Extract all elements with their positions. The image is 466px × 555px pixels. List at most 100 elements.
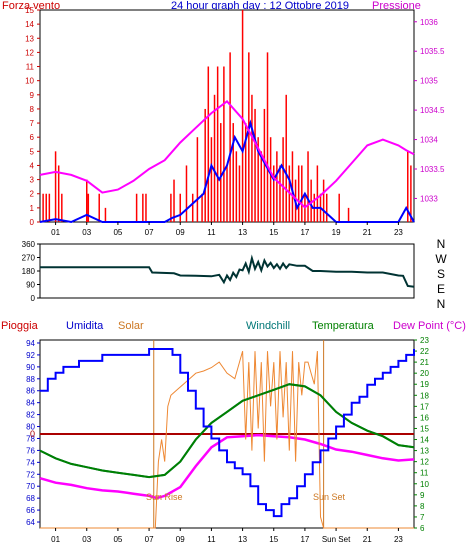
temp-tick-label: 9 <box>420 491 425 500</box>
hour-tick-label: 05 <box>113 228 122 237</box>
temperature-line <box>39 383 415 479</box>
direction-tick-label: 180 <box>22 267 36 276</box>
compass-labels: N W S E N <box>434 237 448 312</box>
hour-tick-label: 13 <box>238 228 247 237</box>
hour-tick-label-bottom: 07 <box>145 535 154 544</box>
wind-tick-label: 5 <box>30 147 35 156</box>
hour-tick-label-bottom: 03 <box>82 535 91 544</box>
temp-tick-label: 15 <box>420 424 429 433</box>
hour-tick-label-bottom: 21 <box>363 535 372 544</box>
humidity-tick-label: 86 <box>26 387 35 396</box>
humidity-tick-label: 66 <box>26 506 35 515</box>
temp-tick-label: 17 <box>420 402 429 411</box>
humidity-tick-label: 74 <box>26 458 35 467</box>
pressure-tick-label: 1033 <box>420 194 438 203</box>
hour-tick-label-bottom: 23 <box>394 535 403 544</box>
panel2-frame <box>39 243 415 299</box>
temp-tick-label: 12 <box>420 458 429 467</box>
sunset-label: Sun Set <box>313 492 346 502</box>
wind-direction-line <box>40 254 415 288</box>
humidity-tick-label: 70 <box>26 482 35 491</box>
hour-tick-label-bottom: 09 <box>176 535 185 544</box>
wind-tick-label: 4 <box>30 161 35 170</box>
legend-windchill: Windchill <box>246 320 291 332</box>
legend-solar: Solar <box>118 320 144 332</box>
pressure-label: Pressione <box>372 0 421 12</box>
hour-tick-label: 19 <box>332 228 341 237</box>
humidity-tick-label: 64 <box>26 518 35 527</box>
temp-tick-label: 13 <box>420 447 429 456</box>
temp-tick-label: 23 <box>420 336 429 345</box>
humidity-tick-label: 76 <box>26 446 35 455</box>
hour-tick-label-bottom: Sun Set <box>322 535 351 544</box>
temp-tick-label: 14 <box>420 436 429 445</box>
hour-tick-label: 03 <box>82 228 91 237</box>
humidity-tick-label: 82 <box>26 411 35 420</box>
legend-temperatura: Temperatura <box>312 320 374 332</box>
wind-tick-label: 10 <box>25 77 34 86</box>
humidity-line <box>40 348 415 518</box>
compass-n-bottom: N <box>436 297 446 311</box>
temp-tick-label: 6 <box>420 524 425 533</box>
humidity-tick-label: 72 <box>26 470 35 479</box>
wind-tick-label: 9 <box>30 91 35 100</box>
rain-zero-label: 0 <box>30 429 35 439</box>
pressure-line <box>39 99 415 209</box>
hour-tick-label: 15 <box>269 228 278 237</box>
temp-tick-label: 18 <box>420 391 429 400</box>
hour-tick-label-bottom: 13 <box>238 535 247 544</box>
humidity-tick-label: 80 <box>26 423 35 432</box>
pressure-tick-label: 1036 <box>420 18 438 27</box>
wind-tick-label: 8 <box>30 105 35 114</box>
temp-tick-label: 19 <box>420 380 429 389</box>
wind-tick-label: 14 <box>25 20 34 29</box>
temp-tick-label: 7 <box>420 513 425 522</box>
hour-tick-label: 23 <box>394 228 403 237</box>
hour-tick-label: 07 <box>145 228 154 237</box>
compass-s: S <box>436 267 445 281</box>
hour-tick-label: 09 <box>176 228 185 237</box>
pressure-tick-label: 1035.5 <box>420 47 445 56</box>
compass-w: W <box>435 252 447 266</box>
wind-tick-label: 0 <box>30 218 35 227</box>
hour-tick-label-bottom: 01 <box>51 535 60 544</box>
legend-umidita: Umidita <box>66 320 104 332</box>
temp-tick-label: 20 <box>420 369 429 378</box>
legend-dewpoint: Dew Point (°C) <box>393 320 466 332</box>
wind-tick-label: 7 <box>30 119 35 128</box>
compass-e: E <box>436 282 445 296</box>
hour-tick-label-bottom: 15 <box>269 535 278 544</box>
temp-tick-label: 11 <box>420 469 429 478</box>
temp-tick-label: 8 <box>420 502 425 511</box>
pressure-tick-label: 1035 <box>420 77 438 86</box>
humidity-tick-label: 78 <box>26 434 35 443</box>
temp-tick-label: 16 <box>420 413 429 422</box>
wind-tick-label: 12 <box>25 48 34 57</box>
direction-tick-label: 270 <box>22 254 36 263</box>
temp-tick-label: 10 <box>420 480 429 489</box>
wind-tick-label: 11 <box>26 63 35 72</box>
hour-tick-label: 17 <box>300 228 309 237</box>
direction-tick-label: 360 <box>22 240 36 249</box>
compass-n-top: N <box>436 237 446 251</box>
wind-tick-label: 6 <box>30 133 35 142</box>
pressure-tick-label: 1033.5 <box>420 165 445 174</box>
hour-tick-label-bottom: 05 <box>113 535 122 544</box>
wind-tick-label: 1 <box>30 204 35 213</box>
pressure-tick-label: 1034.5 <box>420 106 445 115</box>
wind-label: Forza vento <box>2 0 61 12</box>
wind-tick-label: 2 <box>30 190 35 199</box>
humidity-tick-label: 68 <box>26 494 35 503</box>
temp-tick-label: 22 <box>420 347 429 356</box>
temp-tick-label: 21 <box>420 358 429 367</box>
wind-tick-label: 13 <box>25 34 34 43</box>
humidity-tick-label: 90 <box>26 363 35 372</box>
hour-tick-label: 21 <box>363 228 372 237</box>
sunrise-label: Sun Rise <box>146 492 183 502</box>
humidity-tick-label: 92 <box>26 351 35 360</box>
humidity-tick-label: 88 <box>26 375 35 384</box>
hour-tick-label-bottom: 17 <box>300 535 309 544</box>
page-title: 24 hour graph day : 12 Ottobre 2019 <box>171 0 349 12</box>
